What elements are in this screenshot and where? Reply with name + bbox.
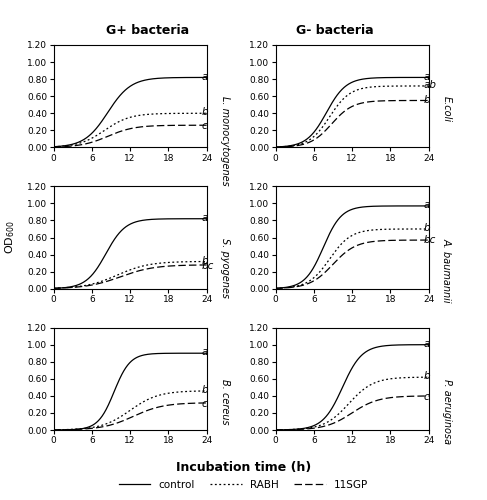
- Text: c: c: [202, 121, 207, 131]
- Text: b: b: [202, 108, 208, 118]
- Text: a: a: [424, 339, 430, 349]
- Text: b: b: [424, 371, 430, 381]
- Text: bc: bc: [424, 235, 436, 245]
- Text: a: a: [202, 348, 208, 358]
- Text: b: b: [202, 256, 208, 266]
- Text: OD$_{600}$: OD$_{600}$: [3, 220, 17, 254]
- Text: bc: bc: [202, 260, 214, 270]
- Text: b: b: [202, 385, 208, 395]
- Text: a: a: [424, 200, 430, 210]
- Text: S. pyogenes: S. pyogenes: [220, 238, 230, 298]
- Text: c: c: [424, 392, 429, 402]
- Text: A. baumannii: A. baumannii: [442, 238, 452, 302]
- Text: G- bacteria: G- bacteria: [296, 24, 374, 38]
- Text: Incubation time (h): Incubation time (h): [176, 461, 311, 474]
- Text: a: a: [424, 72, 430, 82]
- Text: E.coli: E.coli: [442, 96, 452, 122]
- Text: ab: ab: [424, 80, 436, 90]
- Legend: control, RABH, 11SGP: control, RABH, 11SGP: [114, 476, 373, 494]
- Text: G+ bacteria: G+ bacteria: [106, 24, 189, 38]
- Text: a: a: [202, 72, 208, 82]
- Text: b: b: [424, 223, 430, 233]
- Text: b: b: [424, 96, 430, 106]
- Text: L. monocytogenes: L. monocytogenes: [220, 96, 230, 186]
- Text: c: c: [202, 398, 207, 408]
- Text: a: a: [202, 213, 208, 223]
- Text: B. cereus: B. cereus: [220, 379, 230, 424]
- Text: P. aeruginosa: P. aeruginosa: [442, 379, 452, 444]
